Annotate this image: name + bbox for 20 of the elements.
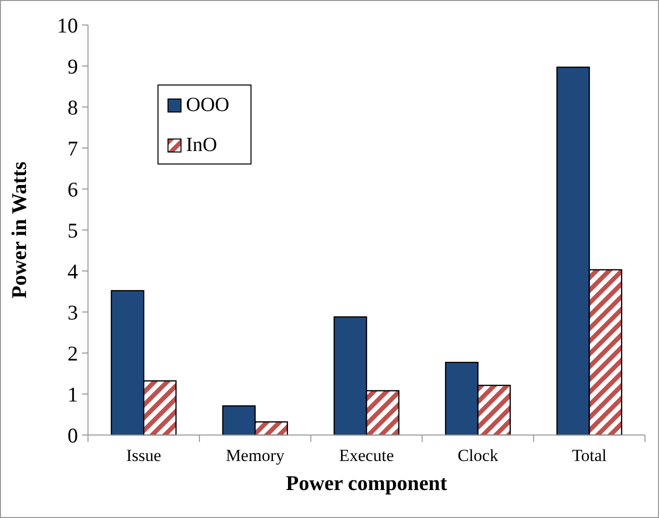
- y-tick-label: 5: [68, 218, 78, 242]
- x-tick-label: Clock: [458, 446, 499, 465]
- y-tick-label: 10: [57, 13, 78, 38]
- y-tick-label: 6: [68, 177, 78, 202]
- x-axis-title: Power component: [286, 471, 448, 495]
- y-axis-title: Power in Watts: [7, 162, 31, 298]
- legend-label: InO: [186, 134, 218, 156]
- y-tick-label: 2: [68, 341, 78, 366]
- x-tick-label: Memory: [226, 446, 285, 465]
- y-tick-label: 3: [68, 300, 78, 324]
- y-tick-label: 0: [68, 423, 78, 448]
- x-tick-label: Total: [572, 446, 607, 465]
- y-tick-label: 8: [68, 95, 78, 120]
- legend-label: OOO: [186, 94, 230, 116]
- y-tick-label: 1: [68, 382, 78, 406]
- x-tick-label: Execute: [339, 446, 394, 465]
- y-tick-label: 9: [68, 54, 78, 78]
- y-tick-label: 4: [68, 259, 78, 284]
- y-tick-label: 7: [68, 136, 78, 160]
- x-tick-label: Issue: [126, 446, 162, 465]
